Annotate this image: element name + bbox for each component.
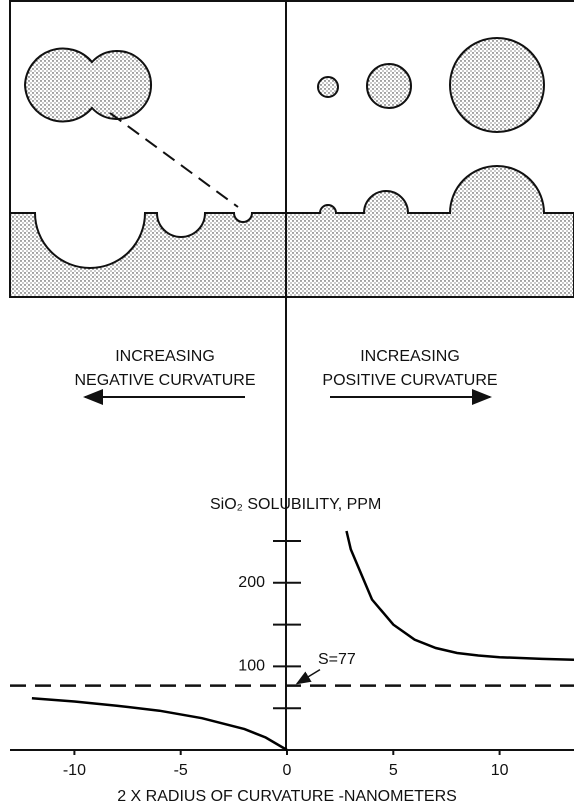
merged-particles [23, 47, 153, 123]
annotation: NEGATIVE CURVATURE [74, 372, 255, 389]
annotation: INCREASING [360, 348, 460, 365]
x-tick-label: 0 [283, 762, 292, 779]
x-tick-label: 10 [491, 762, 509, 779]
y-axis-label: SiO₂ SOLUBILITY, PPM [210, 496, 381, 513]
diagram [9, 0, 574, 751]
negative-surface [9, 212, 287, 298]
annotation: POSITIVE CURVATURE [322, 372, 497, 389]
x-axis-label: 2 X RADIUS OF CURVATURE -NANOMETERS [117, 788, 457, 805]
x-tick-label: 5 [389, 762, 398, 779]
annotation: INCREASING [115, 348, 215, 365]
data-line [31, 696, 288, 752]
y-tick-label: 200 [238, 574, 265, 591]
x-tick-label: -5 [174, 762, 188, 779]
particle [449, 37, 545, 133]
positive-surface [285, 165, 574, 298]
particle [317, 76, 339, 98]
y-tick-label: 100 [238, 658, 265, 675]
connector [109, 112, 239, 208]
reference-pointer [295, 668, 321, 685]
particle [366, 63, 412, 109]
data-line [345, 530, 574, 661]
reference-label: S=77 [318, 651, 356, 668]
x-tick-label: -10 [63, 762, 86, 779]
